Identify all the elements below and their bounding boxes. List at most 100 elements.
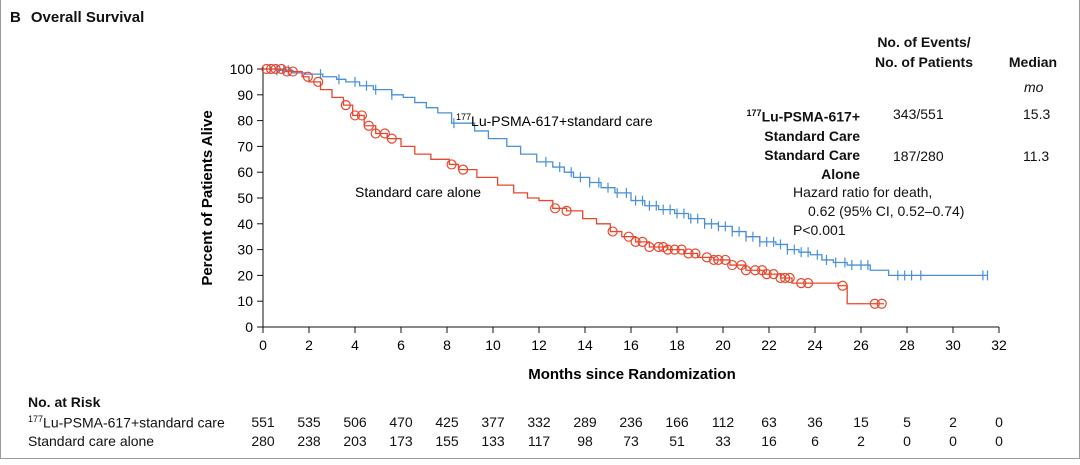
x-tick-label: 0 bbox=[259, 337, 267, 353]
std-censor-mark bbox=[623, 231, 634, 242]
std-censor-mark bbox=[761, 269, 772, 280]
std-censor-mark bbox=[446, 159, 457, 170]
std-censor-mark bbox=[313, 76, 324, 88]
y-tick-label: 80 bbox=[237, 113, 253, 129]
at-risk-value-lu: 332 bbox=[527, 414, 551, 430]
y-tick-label: 40 bbox=[237, 216, 253, 232]
at-risk-value-lu: 506 bbox=[343, 414, 367, 430]
std-censor-mark bbox=[302, 71, 313, 82]
at-risk-value-lu: 236 bbox=[619, 414, 643, 430]
y-tick-label: 0 bbox=[245, 319, 253, 335]
std-censor-mark bbox=[669, 244, 680, 255]
at-risk-value-std: 98 bbox=[577, 433, 593, 449]
std-group-label: Standard Care Alone bbox=[764, 146, 860, 184]
std-censor-mark bbox=[720, 254, 731, 266]
p-value: P<0.001 bbox=[793, 222, 846, 238]
hazard-ratio-line1: Hazard ratio for death, bbox=[793, 184, 933, 200]
x-tick-label: 6 bbox=[397, 337, 405, 353]
at-risk-value-lu: 0 bbox=[995, 414, 1003, 430]
std-censor-mark bbox=[265, 63, 277, 75]
at-risk-value-std: 155 bbox=[435, 433, 459, 449]
at-risk-value-std: 117 bbox=[527, 433, 551, 449]
at-risk-value-std: 16 bbox=[761, 433, 777, 449]
lu-events: 343/551 bbox=[893, 106, 944, 122]
y-tick-label: 100 bbox=[230, 61, 254, 77]
x-tick-label: 12 bbox=[531, 337, 547, 353]
x-tick-label: 18 bbox=[669, 337, 685, 353]
std-censor-mark bbox=[683, 248, 694, 259]
at-risk-value-lu: 551 bbox=[251, 414, 275, 430]
at-risk-label-lu-text: Lu-PSMA-617+standard care bbox=[43, 414, 225, 431]
std-censor-mark bbox=[662, 244, 673, 255]
std-censor-mark bbox=[869, 298, 880, 309]
std-censor-mark bbox=[701, 252, 713, 263]
std-median: 11.3 bbox=[1023, 148, 1050, 164]
std-group-label-line2: Alone bbox=[821, 166, 860, 182]
std-censor-mark bbox=[561, 205, 572, 216]
x-tick-label: 10 bbox=[485, 337, 501, 353]
at-risk-value-lu: 112 bbox=[711, 414, 735, 430]
median-unit: mo bbox=[1024, 79, 1044, 95]
std-censor-mark bbox=[653, 241, 664, 253]
median-header: Median bbox=[1008, 54, 1058, 70]
x-tick-label: 8 bbox=[443, 337, 451, 353]
x-tick-label: 2 bbox=[305, 337, 313, 353]
std-censor-mark bbox=[876, 298, 887, 309]
lu-group-label-line2: Standard Care bbox=[764, 127, 860, 144]
at-risk-value-lu: 425 bbox=[435, 414, 459, 430]
hazard-ratio-line2: 0.62 (95% CI, 0.52–0.74) bbox=[808, 203, 965, 219]
std-group-label-line1: Standard Care bbox=[764, 147, 860, 163]
std-censor-mark bbox=[630, 236, 641, 247]
x-tick-label: 30 bbox=[945, 337, 961, 353]
std-events: 187/280 bbox=[893, 148, 944, 164]
std-censor-mark bbox=[549, 203, 561, 214]
at-risk-value-lu: 2 bbox=[949, 414, 957, 430]
lu-group-label-line1: 177Lu-PSMA-617+ bbox=[746, 108, 860, 125]
y-axis-label: Percent of Patients Alive bbox=[199, 110, 216, 285]
lu-group-label: 177Lu-PSMA-617+ Standard Care bbox=[747, 104, 860, 146]
y-tick-label: 70 bbox=[237, 138, 253, 154]
x-tick-label: 16 bbox=[623, 337, 639, 353]
at-risk-value-std: 2 bbox=[857, 433, 865, 449]
at-risk-value-lu: 377 bbox=[481, 414, 505, 430]
at-risk-value-lu: 15 bbox=[853, 414, 869, 430]
std-censor-mark bbox=[637, 236, 648, 247]
at-risk-value-std: 6 bbox=[811, 433, 819, 449]
events-header: No. of Events/ No. of Patients bbox=[866, 32, 982, 72]
at-risk-value-std: 73 bbox=[623, 433, 639, 449]
at-risk-value-lu: 36 bbox=[807, 414, 823, 430]
x-tick-label: 22 bbox=[761, 337, 777, 353]
x-tick-label: 14 bbox=[577, 337, 593, 353]
std-series-label: Standard care alone bbox=[355, 184, 481, 200]
at-risk-value-std: 173 bbox=[389, 433, 413, 449]
std-censor-mark bbox=[356, 110, 367, 121]
y-tick-label: 30 bbox=[237, 242, 253, 258]
at-risk-value-std: 0 bbox=[903, 433, 911, 449]
x-tick-label: 28 bbox=[899, 337, 915, 353]
panel-title-text: Overall Survival bbox=[30, 9, 145, 26]
y-tick-label: 50 bbox=[237, 190, 253, 206]
x-tick-label: 4 bbox=[351, 337, 359, 353]
at-risk-value-std: 33 bbox=[715, 433, 731, 449]
lu-series-label: 177Lu-PSMA-617+standard care bbox=[456, 112, 653, 129]
at-risk-value-std: 0 bbox=[995, 433, 1003, 449]
lu-group-label-line1-text: Lu-PSMA-617+ bbox=[761, 108, 860, 125]
at-risk-value-std: 280 bbox=[251, 433, 275, 449]
std-censor-mark bbox=[386, 133, 397, 144]
std-censor-mark bbox=[708, 254, 719, 266]
std-censor-mark bbox=[276, 63, 287, 75]
lu-median: 15.3 bbox=[1023, 106, 1051, 122]
panel-title: B Overall Survival bbox=[10, 9, 144, 26]
std-survival-curve bbox=[263, 68, 884, 305]
std-censor-mark bbox=[784, 272, 795, 284]
x-axis-label: Months since Randomization bbox=[528, 366, 736, 383]
std-censor-mark bbox=[750, 265, 761, 276]
std-censor-mark bbox=[340, 100, 351, 111]
events-header-line2: No. of Patients bbox=[874, 54, 973, 70]
lu-survival-curve bbox=[263, 68, 988, 277]
y-tick-label: 90 bbox=[237, 87, 253, 103]
std-censor-mark bbox=[690, 248, 701, 259]
chart-series bbox=[261, 63, 989, 309]
